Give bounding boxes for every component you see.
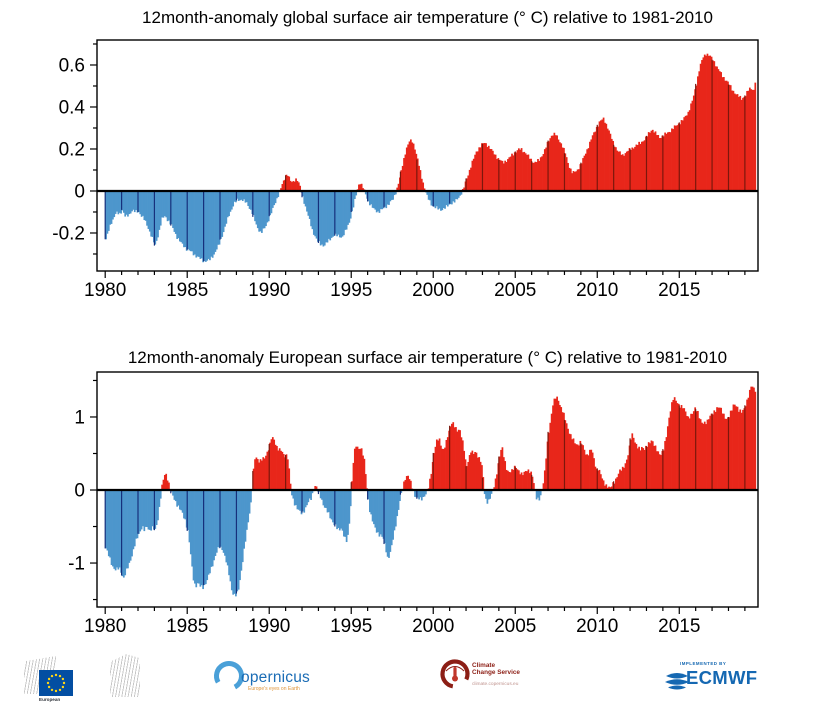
global-plot-border bbox=[96, 39, 759, 272]
global-year-lines bbox=[104, 59, 746, 262]
global-temperature-chart: 1980 1985 1990 1995 2000 2005 2010 2015 -0.2 0 0.2… bbox=[52, 39, 759, 301]
eu-flag-icon bbox=[39, 670, 73, 696]
svg-text:0.4: 0.4 bbox=[59, 97, 86, 118]
eu-commission-logo: European Commission bbox=[24, 654, 154, 702]
svg-text:2010: 2010 bbox=[576, 616, 618, 637]
global-x-axis: 1980 1985 1990 1995 2000 2005 2010 2015 bbox=[84, 271, 746, 301]
eu-commission-label: European Commission bbox=[39, 697, 61, 702]
european-y-axis: -1 0 1 bbox=[68, 379, 97, 601]
ecmwf-globe-icon bbox=[665, 673, 689, 690]
c3s-url: climate.copernicus.eu bbox=[472, 682, 519, 687]
svg-text:1980: 1980 bbox=[84, 280, 126, 301]
svg-text:2005: 2005 bbox=[494, 280, 536, 301]
svg-text:2000: 2000 bbox=[412, 616, 454, 637]
svg-text:1995: 1995 bbox=[330, 616, 372, 637]
svg-text:0: 0 bbox=[74, 181, 85, 202]
svg-text:2000: 2000 bbox=[412, 280, 454, 301]
svg-text:0.6: 0.6 bbox=[59, 55, 85, 76]
c3s-label-line1: Climate bbox=[472, 662, 496, 669]
svg-text:1990: 1990 bbox=[248, 616, 290, 637]
svg-text:1985: 1985 bbox=[166, 280, 208, 301]
european-x-axis: 1980 1985 1990 1995 2000 2005 2010 2015 bbox=[84, 607, 746, 637]
svg-text:1985: 1985 bbox=[166, 616, 208, 637]
svg-text:2005: 2005 bbox=[494, 616, 536, 637]
european-monthly-bars bbox=[105, 386, 757, 597]
ecmwf-implemented-by-label: IMPLEMENTED BY bbox=[680, 661, 727, 666]
copernicus-c-icon bbox=[214, 661, 244, 691]
svg-text:2015: 2015 bbox=[658, 616, 700, 637]
european-year-lines bbox=[104, 405, 746, 594]
copernicus-wordmark: opernicus bbox=[241, 669, 311, 686]
svg-text:1: 1 bbox=[74, 407, 85, 428]
eu-hatch-decoration bbox=[110, 654, 140, 697]
global-chart-title: 12month-anomaly global surface air tempe… bbox=[142, 8, 713, 27]
ecmwf-wordmark: ECMWF bbox=[686, 667, 758, 688]
global-monthly-bars bbox=[105, 53, 757, 263]
european-chart-title: 12month-anomaly European surface air tem… bbox=[127, 348, 728, 367]
logo-footer: European Commission opernicus Europe's e… bbox=[0, 648, 816, 702]
svg-text:-1: -1 bbox=[68, 554, 85, 575]
svg-text:0.2: 0.2 bbox=[59, 139, 85, 160]
svg-text:1990: 1990 bbox=[248, 280, 290, 301]
copernicus-tagline: Europe's eyes on Earth bbox=[248, 686, 300, 692]
c3s-label-line2: Change Service bbox=[472, 669, 520, 676]
copernicus-logo: opernicus Europe's eyes on Earth bbox=[212, 656, 322, 696]
european-temperature-chart: 1980 1985 1990 1995 2000 2005 2010 2015 -1 0 1 bbox=[68, 371, 759, 637]
svg-text:1980: 1980 bbox=[84, 616, 126, 637]
thermometer-icon bbox=[440, 659, 470, 689]
global-y-axis: -0.2 0 0.2 0.4 0.6 bbox=[52, 43, 97, 255]
anomaly-bar-charts: 1980 1985 1990 1995 2000 2005 2010 2015 -0.2 0 0.2… bbox=[52, 39, 759, 637]
svg-text:2010: 2010 bbox=[576, 280, 618, 301]
svg-text:1995: 1995 bbox=[330, 280, 372, 301]
svg-text:0: 0 bbox=[74, 481, 85, 502]
svg-text:-0.2: -0.2 bbox=[52, 223, 85, 244]
climate-change-service-logo: Climate Change Service climate.copernicu… bbox=[436, 654, 556, 696]
ecmwf-logo: IMPLEMENTED BY ECMWF bbox=[662, 656, 792, 696]
svg-text:2015: 2015 bbox=[658, 280, 700, 301]
